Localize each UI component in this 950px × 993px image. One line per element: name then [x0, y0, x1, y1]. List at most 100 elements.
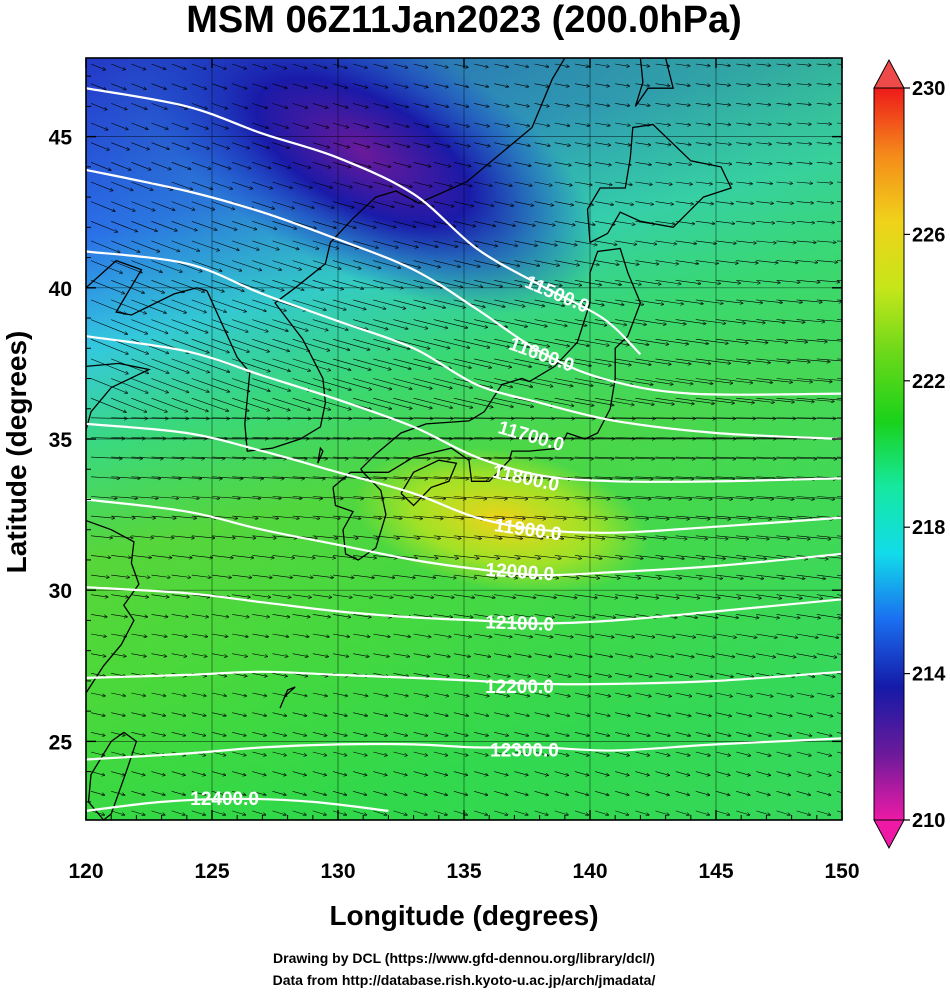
wind-arrow	[574, 712, 590, 716]
wind-arrow	[211, 338, 249, 352]
wind-arrow	[756, 378, 792, 383]
wind-arrow	[292, 791, 307, 795]
wind-arrow	[574, 614, 595, 617]
wind-arrow	[816, 692, 834, 697]
wind-arrow	[171, 791, 186, 795]
wind-arrow	[736, 555, 766, 559]
wind-arrow	[332, 515, 361, 519]
wind-arrow	[151, 692, 166, 696]
wind-arrow	[514, 378, 552, 387]
wind-arrow	[635, 574, 661, 578]
wind-arrow	[776, 732, 792, 736]
wind-arrow	[715, 810, 730, 815]
wind-arrow	[413, 594, 434, 598]
wind-arrow	[594, 515, 628, 519]
wind-arrow	[715, 751, 730, 756]
wind-arrow	[574, 378, 613, 386]
wind-arrow	[514, 535, 543, 539]
wind-arrow	[816, 771, 831, 776]
wind-arrow	[776, 633, 798, 638]
wind-arrow	[292, 496, 323, 499]
wind-arrow	[514, 732, 528, 736]
colorbar-tick-label: 222	[912, 371, 945, 393]
wind-arrow	[111, 692, 125, 696]
wind-arrow	[675, 535, 708, 539]
wind-arrow	[171, 457, 205, 459]
wind-arrow	[736, 751, 750, 756]
wind-arrow	[252, 712, 266, 716]
wind-arrow	[534, 555, 561, 558]
wind-arrow	[635, 712, 650, 716]
wind-arrow	[675, 692, 692, 696]
wind-arrow	[474, 692, 489, 696]
wind-arrow	[332, 456, 368, 459]
wind-arrow	[796, 338, 828, 342]
wind-arrow	[756, 535, 789, 539]
wind-arrow	[796, 692, 814, 697]
wind-arrow	[816, 456, 842, 459]
wind-arrow	[252, 358, 290, 371]
wind-arrow	[453, 456, 491, 459]
wind-arrow	[494, 810, 508, 815]
wind-arrow	[534, 712, 550, 716]
wind-arrow	[534, 378, 573, 387]
wind-arrow	[191, 594, 210, 598]
wind-arrow	[494, 574, 517, 578]
wind-arrow	[736, 692, 752, 697]
wind-arrow	[373, 771, 387, 776]
wind-arrow	[534, 791, 549, 795]
wind-arrow	[615, 791, 629, 795]
wind-arrow	[272, 653, 288, 657]
wind-arrow	[715, 378, 753, 384]
wind-arrow	[695, 476, 735, 479]
wind-arrow	[554, 673, 571, 676]
wind-arrow	[494, 378, 532, 387]
wind-arrow	[594, 810, 609, 815]
wind-arrow	[514, 515, 545, 519]
wind-arrow	[111, 614, 127, 617]
wind-arrow	[292, 594, 312, 598]
wind-arrow	[675, 810, 690, 815]
wind-arrow	[453, 555, 479, 558]
wind-arrow	[494, 456, 532, 459]
wind-arrow	[151, 438, 187, 439]
wind-arrow	[514, 476, 550, 479]
wind-arrow	[232, 457, 266, 459]
wind-arrow	[534, 418, 575, 419]
wind-arrow	[776, 397, 815, 402]
wind-arrow	[433, 614, 453, 617]
wind-arrow	[574, 418, 615, 419]
wind-arrow	[514, 574, 538, 578]
wind-arrow	[211, 633, 228, 637]
field-feature-warm-spot	[353, 446, 651, 595]
wind-arrow	[574, 791, 589, 795]
wind-arrow	[232, 319, 268, 332]
wind-arrow	[252, 496, 281, 499]
wind-arrow	[615, 810, 629, 815]
wind-arrow	[474, 751, 488, 756]
wind-arrow	[191, 476, 222, 479]
y-tick-label: 40	[49, 278, 72, 301]
wind-arrow	[715, 614, 738, 618]
wind-arrow	[353, 418, 392, 419]
wind-arrow	[655, 653, 674, 657]
wind-arrow	[353, 535, 379, 539]
wind-arrow	[756, 438, 796, 439]
wind-arrow	[211, 418, 250, 419]
wind-arrow	[151, 771, 166, 776]
wind-arrow	[776, 751, 791, 756]
wind-arrow	[474, 791, 488, 795]
wind-arrow	[353, 810, 367, 815]
wind-arrow	[615, 378, 653, 385]
wind-arrow	[312, 594, 332, 598]
wind-arrow	[776, 712, 793, 717]
wind-arrow	[332, 692, 348, 696]
wind-arrow	[756, 810, 770, 815]
wind-arrow	[554, 653, 572, 657]
wind-arrow	[332, 358, 371, 370]
wind-arrow	[191, 358, 230, 372]
wind-arrow	[131, 338, 168, 353]
wind-arrow	[736, 496, 773, 500]
wind-arrow	[393, 751, 407, 756]
wind-arrow	[453, 535, 481, 539]
